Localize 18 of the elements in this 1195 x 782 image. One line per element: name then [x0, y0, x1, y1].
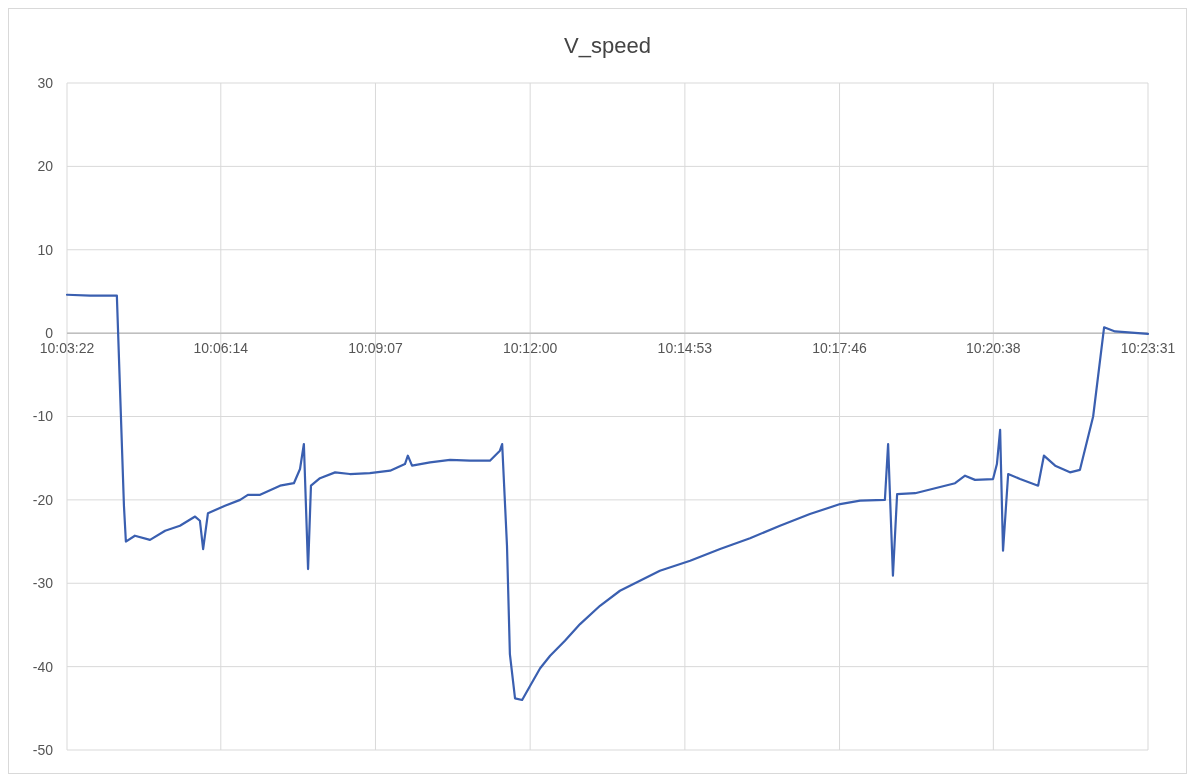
y-tick-label: 10	[37, 241, 54, 258]
x-tick-label: 10:23:31	[1120, 340, 1176, 357]
y-tick-label: 0	[45, 325, 54, 342]
y-tick-label: 20	[37, 158, 54, 175]
x-tick-label: 10:14:53	[657, 340, 713, 357]
y-tick-label: -10	[32, 408, 54, 425]
y-tick-label: -50	[32, 741, 54, 758]
x-tick-label: 10:20:38	[966, 340, 1021, 357]
y-tick-label: -20	[32, 491, 54, 508]
y-tick-label: -30	[32, 575, 54, 592]
x-tick-label: 10:17:46	[812, 340, 867, 357]
chart-title: V_speed	[564, 33, 651, 58]
x-tick-label: 10:09:07	[348, 340, 403, 357]
x-tick-label: 10:12:00	[502, 340, 558, 357]
x-tick-label: 10:03:22	[39, 340, 95, 357]
y-tick-label: 30	[37, 74, 54, 91]
x-tick-label: 10:06:14	[193, 340, 249, 357]
y-tick-label: -40	[32, 658, 54, 675]
